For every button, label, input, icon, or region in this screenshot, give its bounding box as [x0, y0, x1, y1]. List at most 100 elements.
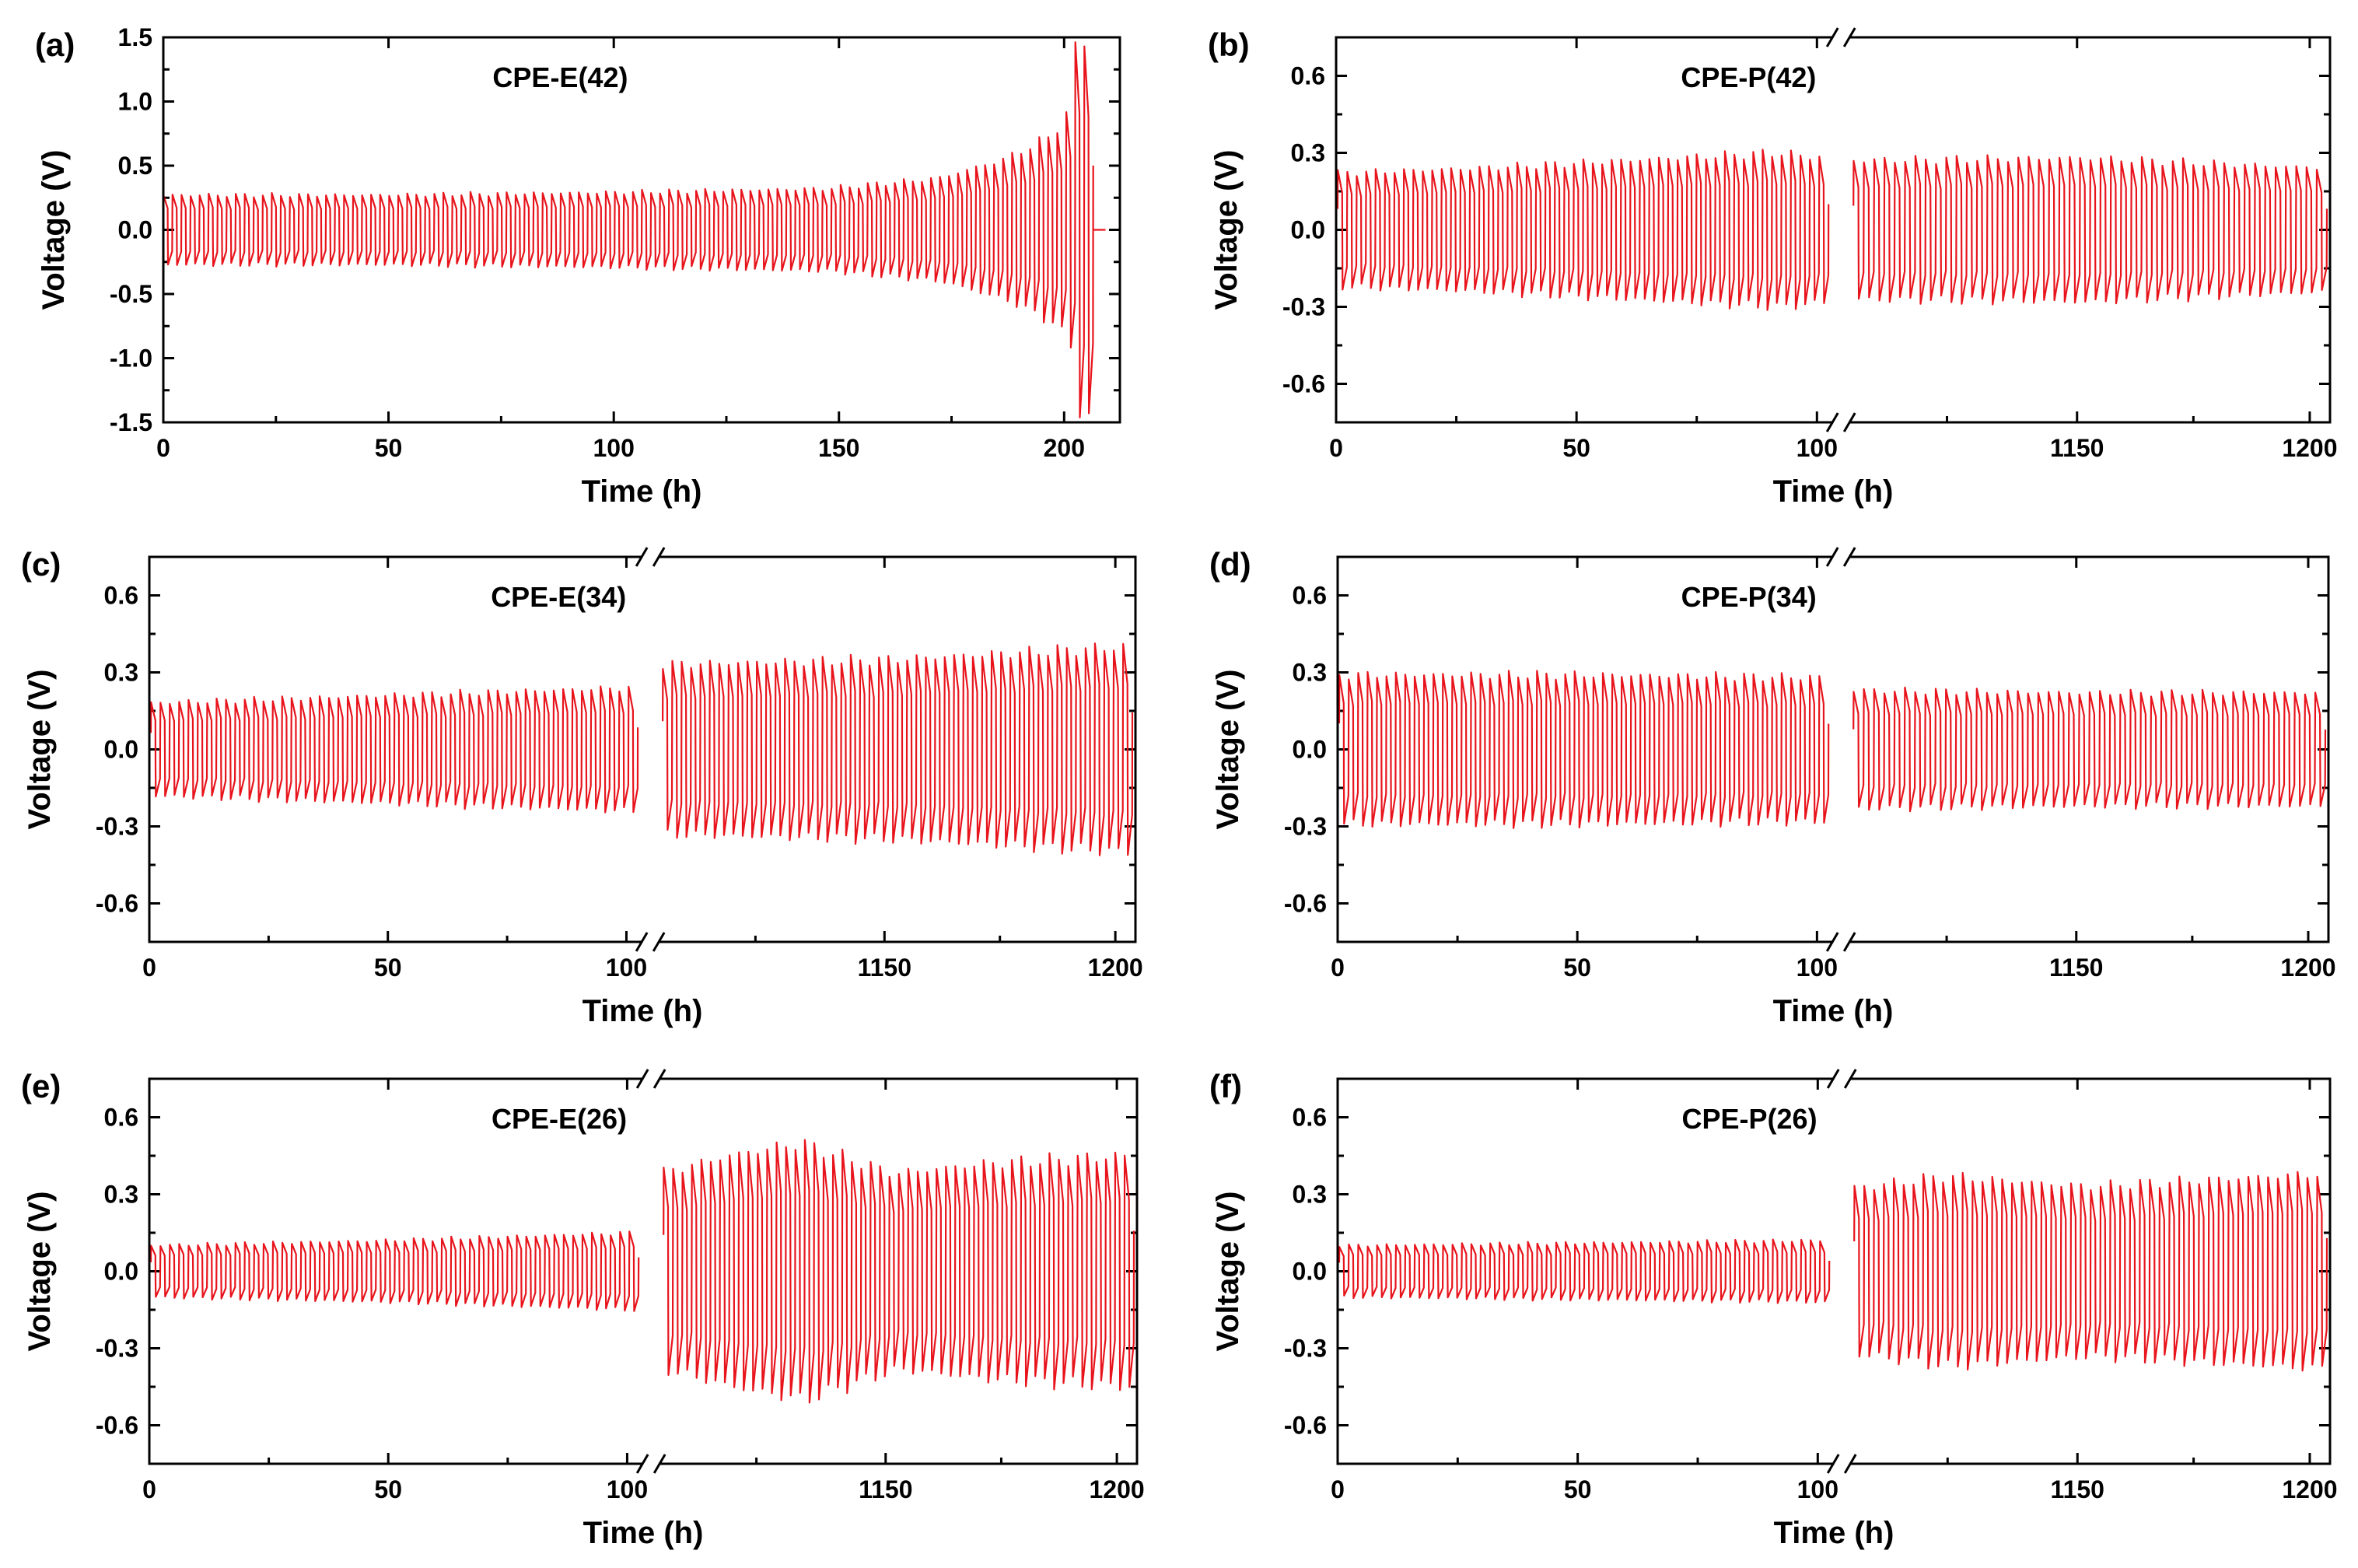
voltage-trace — [162, 41, 1094, 418]
y-tick-label: -0.3 — [1284, 1335, 1327, 1363]
x-tick-label: 100 — [607, 1475, 648, 1503]
x-tick-label: 50 — [375, 434, 403, 462]
x-tick-label: 1150 — [2050, 434, 2104, 462]
y-tick-label: -0.5 — [110, 280, 152, 308]
axis-break-gap — [642, 552, 659, 562]
axis-break-gap — [1833, 552, 1849, 562]
y-tick-label: 0.6 — [104, 1104, 138, 1132]
x-tick-label: 50 — [1562, 434, 1590, 462]
y-tick-label: -0.3 — [1284, 813, 1327, 841]
axis-break-mark — [652, 1069, 666, 1089]
x-tick-label: 50 — [1563, 954, 1591, 982]
axis-break-gap — [1834, 1074, 1850, 1083]
axis-break-mark — [1842, 412, 1856, 432]
axis-break-mark — [1842, 27, 1856, 47]
panel-label: (e) — [21, 1068, 61, 1104]
axis-break-gap — [643, 1074, 659, 1083]
panel-c: (c) CPE-E(34) -0.6 -0.3 0.0 0.3 0.6 0 50 100 1150 1… — [21, 546, 1143, 1028]
voltage-trace-segment-1 — [1338, 670, 1830, 829]
axis-break-mark — [1825, 547, 1839, 567]
y-tick-label: 0.3 — [104, 659, 138, 687]
voltage-trace-segment-2 — [1852, 686, 2327, 813]
y-tick-label: 1.5 — [118, 23, 152, 51]
plot-frame — [1336, 1077, 2332, 1465]
axis-break-mark — [1825, 932, 1839, 952]
plot-title: CPE-P(34) — [1681, 581, 1817, 613]
x-tick-label: 0 — [156, 434, 170, 462]
voltage-trace-segment-1 — [149, 685, 639, 814]
y-tick-label: -0.3 — [96, 1335, 138, 1363]
x-tick-label: 1150 — [858, 954, 911, 982]
axis-break-mark — [635, 1454, 649, 1474]
x-tick-label: 50 — [374, 954, 402, 982]
x-tick-label: 1150 — [2051, 1475, 2104, 1503]
y-tick-label: 0.3 — [1293, 1181, 1327, 1209]
axis-break-mark — [1843, 1454, 1857, 1474]
plot-frame — [1335, 36, 2332, 424]
x-tick-label: 1200 — [1088, 954, 1143, 982]
axis-break-mark — [635, 1069, 649, 1089]
y-tick-label: -0.6 — [1282, 370, 1325, 398]
y-tick-label: 0.0 — [118, 216, 152, 244]
x-tick-label: 1200 — [2282, 434, 2337, 462]
y-axis-label: Voltage (V) — [23, 670, 57, 830]
x-tick-label: 0 — [1329, 434, 1343, 462]
y-tick-label: 0.3 — [1293, 659, 1327, 687]
axis-break-mark — [1825, 412, 1839, 432]
voltage-trace-segment-1 — [1336, 149, 1830, 311]
axis-break-mark — [635, 932, 649, 952]
panel-e: (e) CPE-E(26) -0.6 -0.3 0.0 0.3 0.6 0 50 100 1150 1… — [21, 1068, 1145, 1550]
x-axis-label: Time (h) — [1774, 1516, 1894, 1550]
y-tick-label: 0.6 — [1293, 582, 1327, 610]
x-axis-label: Time (h) — [1773, 994, 1894, 1028]
y-tick-label: 0.0 — [1291, 216, 1325, 244]
x-tick-label: 1150 — [2049, 954, 2103, 982]
voltage-trace-segment-1 — [1338, 1238, 1831, 1304]
x-tick-label: 1200 — [2282, 1475, 2337, 1503]
x-tick-label: 50 — [1564, 1475, 1592, 1503]
voltage-trace-segment-1 — [149, 1230, 640, 1312]
x-tick-label: 150 — [818, 434, 859, 462]
x-tick-label: 100 — [593, 434, 635, 462]
x-tick-label: 100 — [1796, 434, 1838, 462]
y-tick-label: -1.0 — [110, 345, 152, 373]
x-tick-label: 1150 — [859, 1475, 912, 1503]
y-tick-label: -0.6 — [96, 1412, 138, 1440]
axis-break-mark — [635, 547, 649, 567]
x-tick-label: 100 — [606, 954, 647, 982]
x-tick-label: 0 — [142, 1475, 156, 1503]
axis-break-mark — [1825, 27, 1839, 47]
x-tick-label: 0 — [1331, 954, 1345, 982]
y-tick-label: -1.5 — [110, 408, 152, 436]
x-tick-label: 100 — [1797, 1475, 1838, 1503]
x-tick-label: 1200 — [2280, 954, 2335, 982]
y-axis-label: Voltage (V) — [23, 1192, 57, 1352]
x-tick-label: 200 — [1044, 434, 1085, 462]
axis-break-mark — [1842, 932, 1856, 952]
panel-label: (d) — [1209, 546, 1251, 583]
plot-title: CPE-P(26) — [1682, 1103, 1817, 1135]
axis-break-mark — [652, 932, 666, 952]
axis-break-gap — [643, 1459, 659, 1468]
axis-break-gap — [1833, 33, 1849, 42]
panel-label: (b) — [1208, 26, 1250, 63]
panel-d: (d) CPE-P(34) -0.6 -0.3 0.0 0.3 0.6 0 50 100 1150 1… — [1209, 546, 2336, 1028]
axis-break-mark — [1826, 1069, 1840, 1089]
x-tick-label: 50 — [374, 1475, 402, 1503]
x-tick-label: 0 — [142, 954, 156, 982]
axis-break-mark — [652, 547, 666, 567]
voltage-trace-segment-2 — [1853, 1171, 2328, 1372]
y-tick-label: 0.0 — [104, 1258, 138, 1286]
plot-frame — [1336, 555, 2330, 943]
y-tick-label: 0.3 — [104, 1181, 138, 1209]
y-tick-label: 1.0 — [118, 88, 152, 116]
axis-break-mark — [1842, 547, 1856, 567]
y-tick-label: 0.0 — [104, 736, 138, 764]
y-axis-label: Voltage (V) — [1209, 150, 1244, 310]
x-tick-label: 0 — [1331, 1475, 1345, 1503]
axis-break-gap — [1833, 937, 1849, 947]
y-axis-label: Voltage (V) — [1211, 670, 1245, 830]
y-tick-label: 0.6 — [1291, 62, 1325, 90]
plot-frame — [162, 36, 1121, 424]
